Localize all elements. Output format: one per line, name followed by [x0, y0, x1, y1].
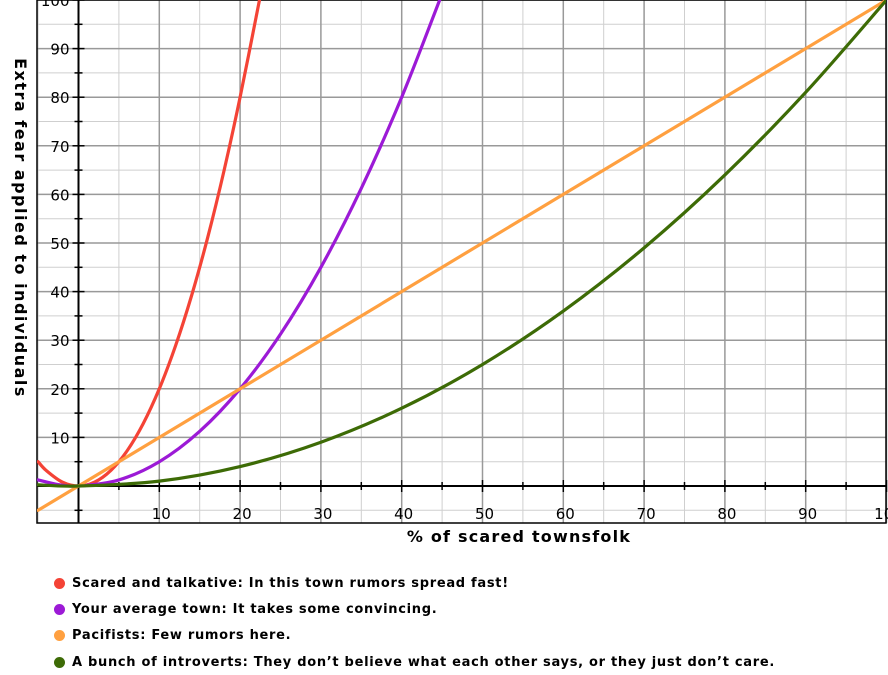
y-tick-label: 40	[50, 284, 69, 302]
legend-label: Scared and talkative: In this town rumor…	[72, 575, 509, 591]
x-tick-label: 20	[233, 505, 252, 523]
legend: Scared and talkative: In this town rumor…	[54, 570, 775, 675]
series-line-3	[37, 0, 886, 488]
legend-label: A bunch of introverts: They don’t believ…	[72, 654, 775, 670]
plot-frame	[36, 0, 887, 524]
y-axis-title: Extra fear applied to individuals	[11, 58, 30, 398]
x-tick-label: 30	[313, 505, 332, 523]
legend-marker	[54, 630, 65, 642]
y-tick-label: 10	[50, 429, 69, 447]
legend-marker	[54, 656, 65, 668]
x-tick-label: 10	[152, 505, 171, 523]
y-tick-label: 90	[50, 41, 69, 59]
y-tick-label: 80	[50, 89, 69, 107]
legend-marker	[54, 603, 65, 615]
x-tick-label: 80	[717, 505, 736, 523]
y-tick-label: 50	[50, 235, 69, 253]
x-tick-label: 60	[556, 505, 575, 523]
legend-item-scared-talkative: Scared and talkative: In this town rumor…	[54, 570, 775, 596]
legend-label: Pacifists: Few rumors here.	[72, 628, 292, 644]
y-tick-label: 70	[50, 138, 69, 156]
minor-grid	[37, 0, 886, 523]
y-tick-label: 60	[50, 186, 69, 204]
legend-label: Your average town: It takes some convinc…	[72, 601, 438, 617]
legend-marker	[54, 577, 65, 589]
x-tick-label: 40	[394, 505, 413, 523]
axes	[37, 0, 888, 523]
x-tick-label: 50	[475, 505, 494, 523]
x-tick-label: 100	[874, 505, 888, 523]
x-tick-label: 70	[637, 505, 656, 523]
x-tick-label: 90	[798, 505, 817, 523]
legend-item-pacifists: Pacifists: Few rumors here.	[54, 623, 775, 649]
tick-labels: 10 20 30 40 50 60 70 80 90 100 10 20 30 40 50 60 70 80 90 1…	[41, 0, 888, 523]
legend-item-introverts: A bunch of introverts: They don’t believ…	[54, 649, 775, 675]
series-line-2	[37, 0, 886, 512]
y-tick-label: 100	[41, 0, 70, 10]
x-axis-title: % of scared townsfolk	[407, 527, 631, 546]
series-lines	[37, 0, 886, 512]
y-tick-label: 20	[50, 381, 69, 399]
y-tick-label: 30	[50, 332, 69, 350]
legend-item-average-town: Your average town: It takes some convinc…	[54, 596, 775, 622]
